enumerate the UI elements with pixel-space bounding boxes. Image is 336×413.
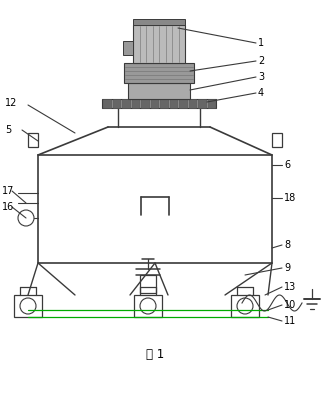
Bar	[151, 99, 158, 108]
Bar	[113, 99, 120, 108]
Text: 2: 2	[258, 56, 264, 66]
Bar	[131, 99, 139, 108]
Bar	[140, 275, 156, 293]
Text: 8: 8	[284, 240, 290, 250]
Bar	[133, 25, 185, 63]
Bar	[123, 41, 133, 55]
Bar	[103, 99, 111, 108]
Text: 5: 5	[5, 125, 11, 135]
Bar	[169, 99, 177, 108]
Text: 13: 13	[284, 282, 296, 292]
Text: 16: 16	[2, 202, 14, 212]
Bar	[231, 295, 259, 317]
Bar	[133, 19, 185, 25]
Bar	[102, 99, 216, 108]
Bar	[208, 99, 215, 108]
Text: 1: 1	[258, 38, 264, 48]
Bar	[128, 83, 190, 99]
Text: 17: 17	[2, 186, 14, 196]
Bar	[14, 295, 42, 317]
Bar	[124, 63, 194, 83]
Bar	[134, 295, 162, 317]
Text: 11: 11	[284, 316, 296, 326]
Bar	[188, 99, 196, 108]
Text: 3: 3	[258, 72, 264, 82]
Bar	[198, 99, 206, 108]
Bar	[38, 155, 272, 263]
Bar	[179, 99, 186, 108]
Text: 6: 6	[284, 160, 290, 170]
Bar	[28, 133, 38, 147]
Text: 18: 18	[284, 193, 296, 203]
Text: 10: 10	[284, 300, 296, 310]
Text: 图 1: 图 1	[146, 349, 164, 361]
Bar	[272, 133, 282, 147]
Text: 9: 9	[284, 263, 290, 273]
Bar	[160, 99, 168, 108]
Text: 4: 4	[258, 88, 264, 98]
Bar	[122, 99, 129, 108]
Text: 12: 12	[5, 98, 17, 108]
Bar	[141, 99, 149, 108]
